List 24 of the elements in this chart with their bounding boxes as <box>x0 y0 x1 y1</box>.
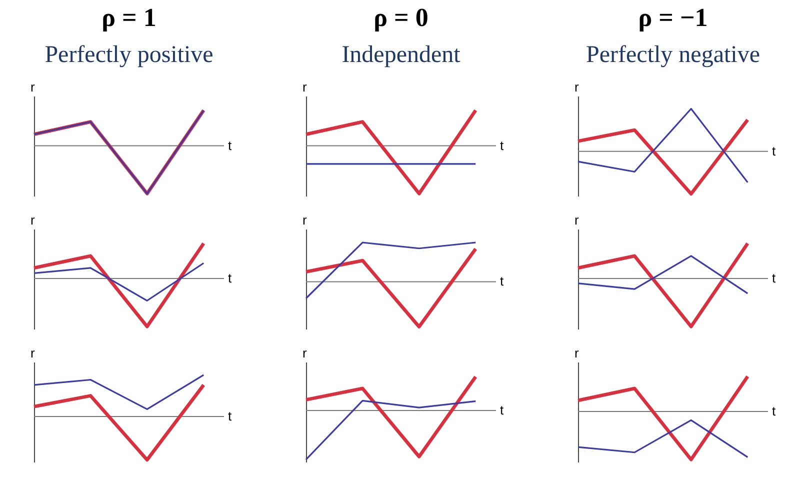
y-axis-title: r <box>302 346 308 360</box>
x-axis-title: t <box>772 404 776 419</box>
x-axis-title: t <box>500 138 504 153</box>
x-axis-title: t <box>228 138 232 153</box>
x-axis-title: t <box>772 143 776 158</box>
y-axis-title: r <box>574 80 580 94</box>
chart-subtitle: Perfectly positive <box>44 42 214 68</box>
x-axis-title: t <box>228 270 232 286</box>
y-axis-title: r <box>30 346 36 360</box>
y-axis-title: r <box>30 212 36 228</box>
x-axis-title: t <box>500 402 504 418</box>
chart-title: ρ = 1 <box>102 3 156 32</box>
y-axis-title: r <box>30 80 36 94</box>
x-axis-title: t <box>772 270 776 286</box>
x-axis-title: t <box>228 408 232 424</box>
y-axis-title: r <box>302 212 308 228</box>
y-axis-title: r <box>574 212 580 228</box>
chart-title: ρ = 0 <box>374 3 428 32</box>
y-axis-title: r <box>574 346 580 360</box>
chart-subtitle: Perfectly negative <box>586 42 760 68</box>
x-axis-title: t <box>500 274 504 289</box>
y-axis-title: r <box>302 80 308 94</box>
chart-subtitle: Independent <box>342 42 461 68</box>
chart-title: ρ = −1 <box>638 3 708 32</box>
